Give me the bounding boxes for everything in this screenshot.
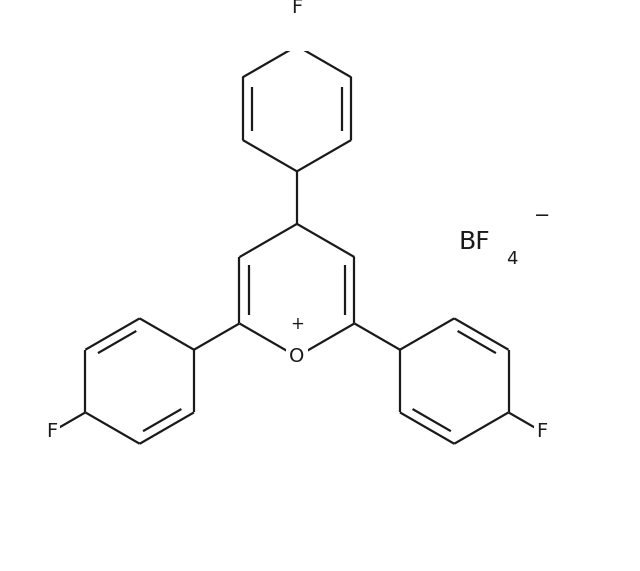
- Text: +: +: [290, 315, 304, 333]
- Text: BF: BF: [458, 230, 490, 254]
- Text: F: F: [46, 423, 58, 441]
- Text: 4: 4: [506, 251, 518, 268]
- Text: −: −: [534, 206, 550, 225]
- Text: F: F: [291, 0, 303, 17]
- Text: F: F: [536, 423, 548, 441]
- Text: O: O: [289, 347, 305, 366]
